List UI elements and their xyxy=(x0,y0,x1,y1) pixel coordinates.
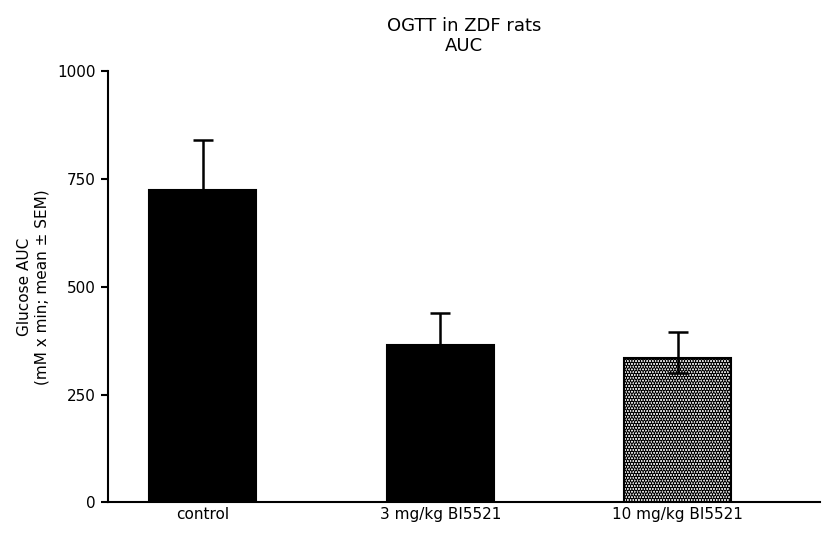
Y-axis label: Glucose AUC
(mM x min; mean ± SEM): Glucose AUC (mM x min; mean ± SEM) xyxy=(17,189,49,384)
Title: OGTT in ZDF rats
AUC: OGTT in ZDF rats AUC xyxy=(386,17,541,56)
Bar xyxy=(624,358,731,502)
Bar xyxy=(149,190,256,502)
Bar xyxy=(386,345,493,502)
